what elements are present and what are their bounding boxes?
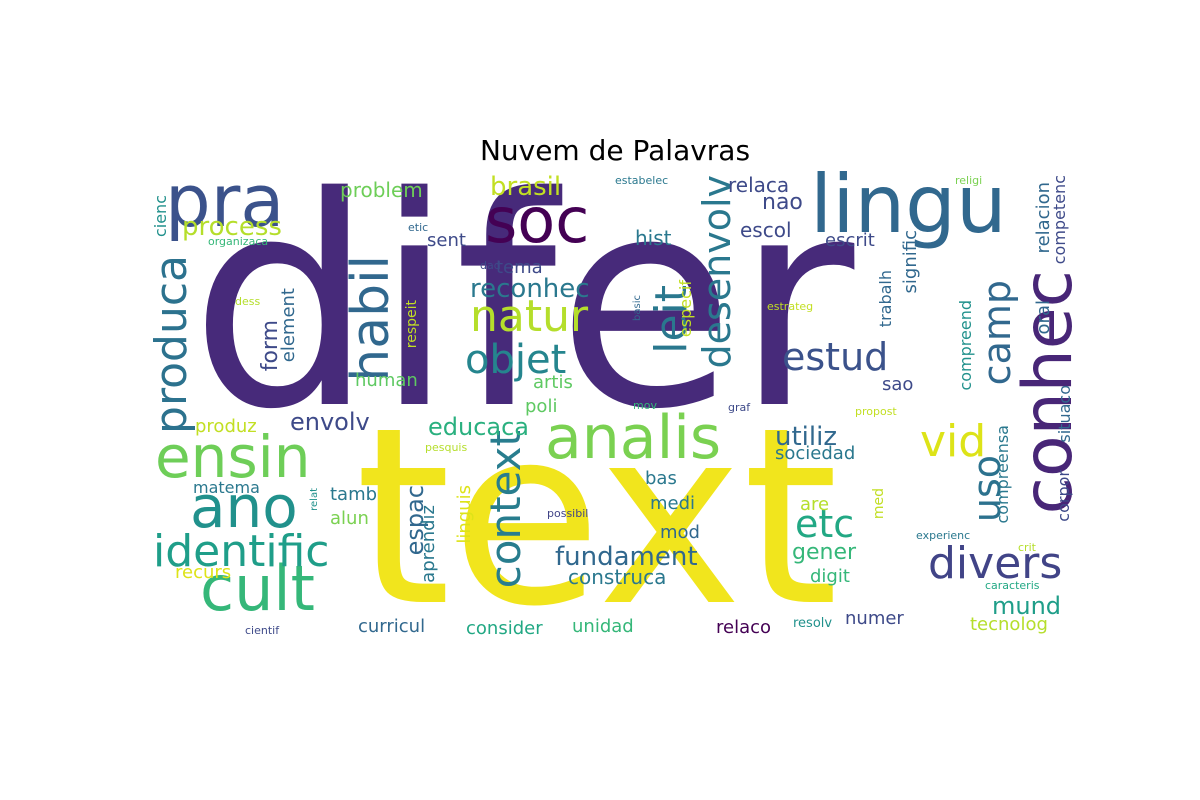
word-pra: pra: [165, 170, 285, 243]
word-poli: poli: [525, 396, 558, 417]
word-sociedad: sociedad: [775, 443, 856, 464]
word-consider: consider: [466, 618, 543, 639]
word-context: context: [481, 430, 530, 589]
word-hist: hist: [635, 226, 672, 250]
word-process: process: [182, 212, 282, 242]
word-relaca: relaca: [728, 173, 790, 197]
word-relaco: relaco: [716, 617, 772, 638]
word-sent: sent: [427, 230, 466, 251]
word-situaco: situaco: [1055, 385, 1074, 443]
word-objet: objet: [465, 337, 567, 383]
word-linguis: linguis: [454, 485, 475, 544]
word-brasil: brasil: [490, 172, 562, 202]
word-element: element: [278, 288, 299, 363]
word-signific: signific: [900, 230, 921, 294]
word-mund: mund: [992, 592, 1062, 620]
word-lingu: lingu: [810, 170, 1007, 251]
word-ensin: ensin: [155, 423, 311, 491]
word-numer: numer: [845, 608, 904, 629]
word-artis: artis: [533, 372, 573, 393]
word-tamb: tamb: [330, 484, 378, 505]
word-natur: natur: [470, 291, 589, 342]
word-oral: oral: [1033, 300, 1054, 335]
word-cloud: difer text lingu pra soc conhec analis e…: [150, 170, 1080, 640]
word-etc: etc: [795, 502, 855, 546]
word-desenvolv: desenvolv: [695, 175, 739, 369]
word-produz: produz: [195, 416, 257, 437]
word-identific: identific: [153, 526, 330, 577]
word-gener: gener: [792, 540, 857, 565]
word-compreensa: compreensa: [993, 425, 1012, 524]
word-sao: sao: [882, 374, 914, 395]
word-recurs: recurs: [175, 562, 232, 583]
word-compreend: compreend: [956, 300, 975, 391]
word-produca: produca: [150, 255, 197, 434]
word-trabalh: trabalh: [876, 270, 895, 328]
word-are: are: [800, 494, 830, 515]
word-reconhec: reconhec: [470, 274, 590, 304]
word-matema: matema: [193, 478, 260, 497]
word-estrateg: estrateg: [767, 300, 814, 313]
word-religi: religi: [955, 174, 983, 187]
word-aprendiz: aprendiz: [418, 505, 439, 583]
word-propost: propost: [855, 405, 897, 418]
word-digit: digit: [810, 566, 850, 587]
word-possibil: possibil: [547, 507, 589, 520]
word-curricul: curricul: [358, 616, 426, 637]
word-caracteris: caracteris: [985, 579, 1040, 592]
word-cult: cult: [200, 552, 315, 625]
word-mov: mov: [633, 399, 657, 412]
word-utiliz: utiliz: [775, 422, 837, 452]
word-graf: graf: [728, 401, 751, 414]
word-ano: ano: [190, 473, 298, 541]
word-analis: analis: [545, 403, 722, 473]
word-tema: tema: [496, 257, 543, 278]
word-estabelec: estabelec: [615, 174, 669, 187]
word-escol: escol: [740, 218, 792, 242]
word-vid: vid: [920, 416, 987, 467]
word-medi: medi: [650, 493, 696, 514]
word-text: text: [355, 375, 839, 640]
word-camp: camp: [975, 280, 1019, 386]
word-respeit: respeit: [404, 300, 420, 349]
word-habil: habil: [341, 255, 401, 382]
word-experienc: experienc: [916, 529, 971, 542]
word-corpor: corpor: [1054, 470, 1073, 522]
word-soc: soc: [485, 184, 590, 257]
word-problem: problem: [340, 178, 423, 202]
word-difer: difer: [190, 170, 855, 473]
word-unidad: unidad: [572, 616, 634, 637]
word-competenc: competenc: [1050, 175, 1069, 265]
word-educaca: educaca: [428, 413, 530, 441]
word-mod: mod: [660, 522, 700, 543]
word-escrit: escrit: [825, 230, 875, 251]
word-envolv: envolv: [290, 408, 370, 436]
word-resolv: resolv: [793, 616, 833, 631]
word-tecnolog: tecnolog: [970, 614, 1048, 635]
word-alun: alun: [330, 508, 369, 529]
word-human: human: [355, 370, 418, 391]
word-dess: dess: [235, 295, 261, 308]
word-estud: estud: [782, 335, 889, 379]
word-cienc: cienc: [151, 195, 170, 238]
word-cientif: cientif: [245, 624, 280, 637]
word-especif: especif: [676, 280, 695, 338]
word-dad: dad: [480, 259, 501, 272]
word-nao: nao: [762, 190, 803, 215]
word-construca: construca: [568, 565, 667, 589]
word-basic: basic: [632, 295, 643, 321]
word-fundament: fundament: [555, 542, 698, 572]
word-divers: divers: [928, 538, 1063, 589]
chart-title: Nuvem de Palavras: [479, 134, 751, 167]
word-etic: etic: [408, 221, 429, 234]
word-crit: crit: [1018, 541, 1036, 554]
word-pesquis: pesquis: [425, 441, 468, 454]
word-bas: bas: [645, 468, 677, 489]
word-relat: relat: [309, 488, 320, 511]
word-med: med: [871, 488, 887, 520]
word-organizaca: organizaca: [208, 235, 269, 248]
